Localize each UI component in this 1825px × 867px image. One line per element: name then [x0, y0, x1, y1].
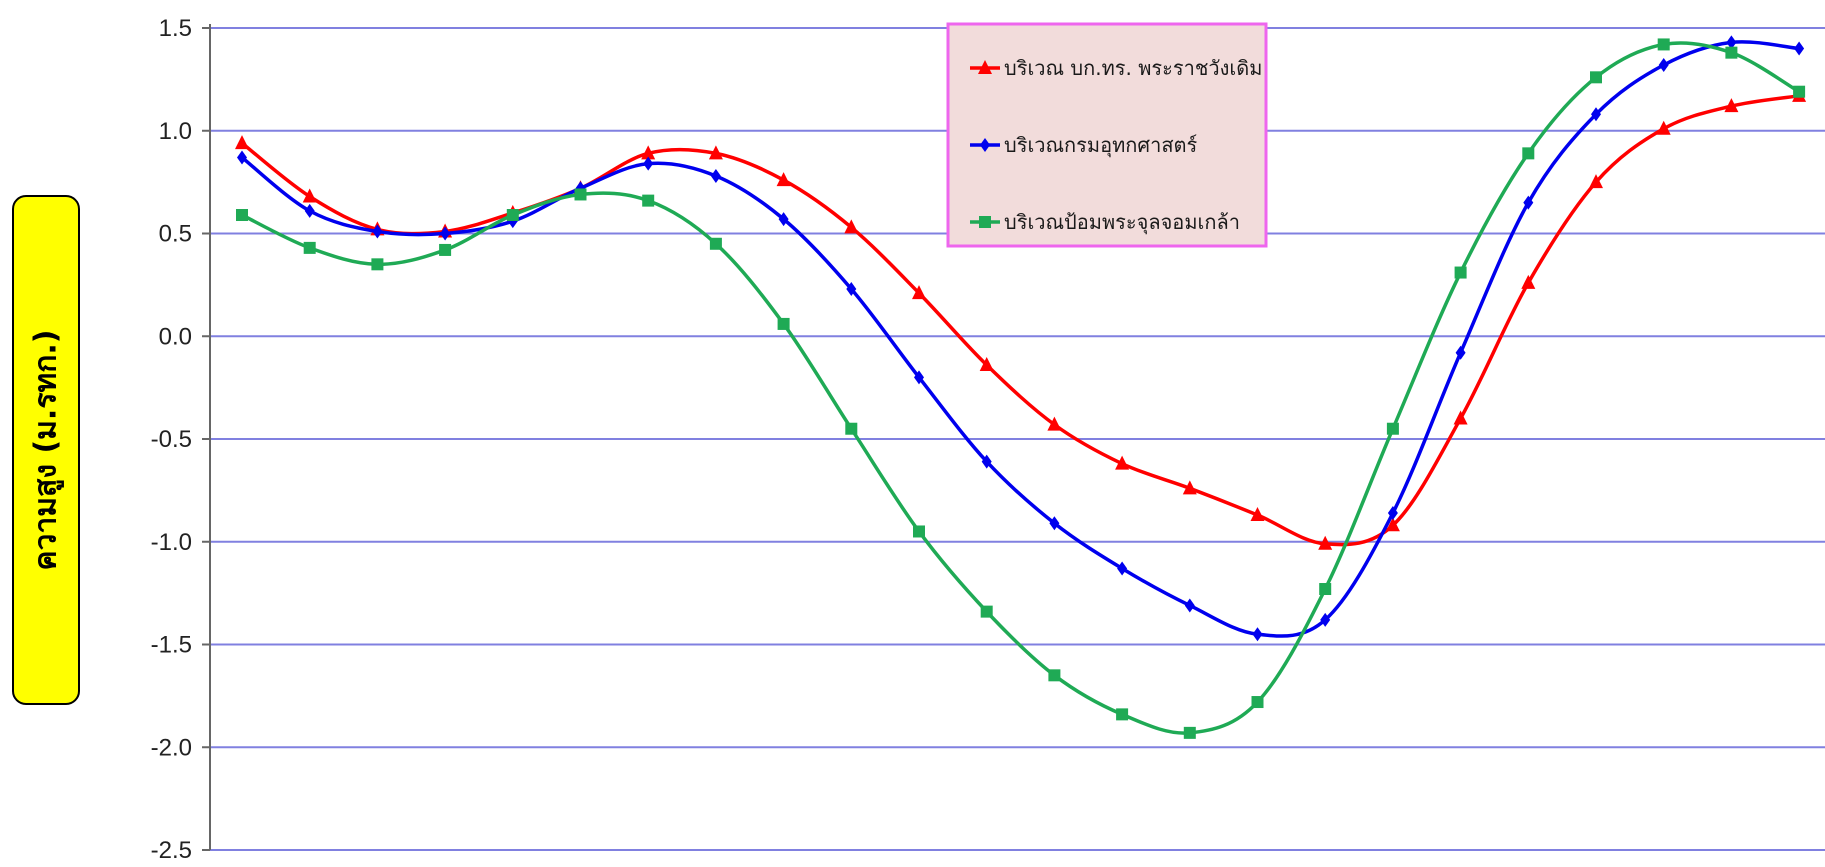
data-point [777, 317, 790, 330]
data-point [979, 357, 994, 372]
data-point [1117, 561, 1128, 576]
data-point [1387, 505, 1398, 520]
data-point [643, 156, 654, 171]
data-point [372, 224, 383, 239]
data-point [642, 194, 655, 207]
data-point [844, 219, 859, 234]
data-point [776, 172, 791, 187]
data-point [1386, 422, 1399, 435]
y-axis-label: ความสูง (ม.รทก.) [28, 329, 64, 571]
data-point [1589, 174, 1603, 189]
legend-box [946, 22, 1268, 248]
legend-marker [980, 138, 990, 152]
data-point [304, 203, 315, 218]
data-point [1048, 669, 1061, 682]
data-point [1252, 627, 1263, 642]
data-point [235, 135, 249, 150]
data-point [1793, 85, 1806, 98]
y-tick-label: 1.5 [159, 15, 192, 42]
data-point [708, 145, 723, 160]
data-point [778, 212, 789, 227]
data-point [710, 168, 721, 183]
y-axis-label-box: ความสูง (ม.รทก.) [12, 195, 80, 705]
y-tick-labels: 1.5 1.0 0.5 0.0 -0.5 -1.0 -1.5 -2.0 -2.5 [151, 15, 192, 864]
data-point [1726, 35, 1737, 50]
data-point [506, 209, 519, 222]
data-point [1724, 98, 1739, 113]
legend-entry-2: บริเวณกรมอุทกศาสตร์ [970, 133, 1198, 158]
data-point [237, 150, 247, 165]
data-point [1182, 480, 1197, 495]
y-tick-label: -0.5 [151, 426, 192, 453]
data-point [914, 370, 924, 385]
data-point [1656, 120, 1671, 135]
legend: บริเวณ บก.ทร. พระราชวังเดิมบริเวณกรมอุทก… [946, 22, 1268, 248]
data-point [1454, 266, 1467, 279]
data-point [1115, 455, 1130, 470]
y-tick-label: 1.0 [159, 118, 192, 145]
data-point [1794, 41, 1805, 56]
data-point [1116, 708, 1129, 721]
data-point [641, 145, 656, 160]
data-point [845, 422, 858, 435]
data-point [1250, 507, 1265, 522]
data-point [574, 188, 587, 201]
legend-entry-1: บริเวณ บก.ทร. พระราชวังเดิม [970, 56, 1262, 80]
data-point [1385, 517, 1400, 532]
data-point [1319, 583, 1332, 596]
y-tick-label: -2.0 [151, 734, 192, 761]
data-point [371, 258, 384, 271]
data-point [1523, 195, 1534, 210]
data-point [1318, 535, 1333, 550]
data-point [1521, 274, 1536, 289]
legend-label: บริเวณป้อมพระจุลจอมเกล้า [1004, 210, 1240, 235]
data-point [1183, 726, 1196, 739]
data-point [981, 454, 992, 469]
data-point [980, 605, 993, 618]
legend-label: บริเวณกรมอุทกศาสตร์ [1004, 133, 1198, 158]
y-tick-label: -1.0 [151, 529, 192, 556]
data-point [236, 209, 248, 222]
legend-items: บริเวณ บก.ทร. พระราชวังเดิมบริเวณกรมอุทก… [970, 56, 1262, 235]
data-point [1455, 345, 1466, 360]
data-point [1658, 57, 1669, 72]
data-point [1725, 46, 1738, 59]
data-point [1657, 38, 1670, 51]
y-tick-label: 0.0 [159, 323, 192, 350]
legend-marker [979, 216, 991, 228]
data-point [913, 525, 925, 538]
data-point [1251, 696, 1264, 709]
data-point [709, 237, 722, 250]
legend-label: บริเวณ บก.ทร. พระราชวังเดิม [1004, 56, 1262, 80]
data-point [1184, 598, 1195, 613]
data-point [912, 285, 926, 300]
data-point [1590, 71, 1602, 84]
series-3 [236, 38, 1806, 739]
legend-marker [978, 60, 992, 74]
data-point [303, 241, 316, 254]
data-point [302, 188, 317, 203]
data-point [439, 243, 452, 256]
series-2 [237, 35, 1805, 642]
data-point [1591, 107, 1601, 122]
data-point [1522, 147, 1535, 160]
legend-entry-3: บริเวณป้อมพระจุลจอมเกล้า [970, 210, 1240, 235]
series-layer [235, 35, 1807, 739]
data-point [1320, 612, 1331, 627]
data-point [846, 281, 857, 296]
data-point [1453, 410, 1468, 425]
y-tick-label: 0.5 [159, 221, 192, 248]
data-point [1047, 416, 1062, 431]
y-tick-label: -2.5 [151, 837, 192, 864]
data-point [1049, 516, 1060, 531]
data-point [440, 226, 451, 241]
y-tick-label: -1.5 [151, 632, 192, 659]
